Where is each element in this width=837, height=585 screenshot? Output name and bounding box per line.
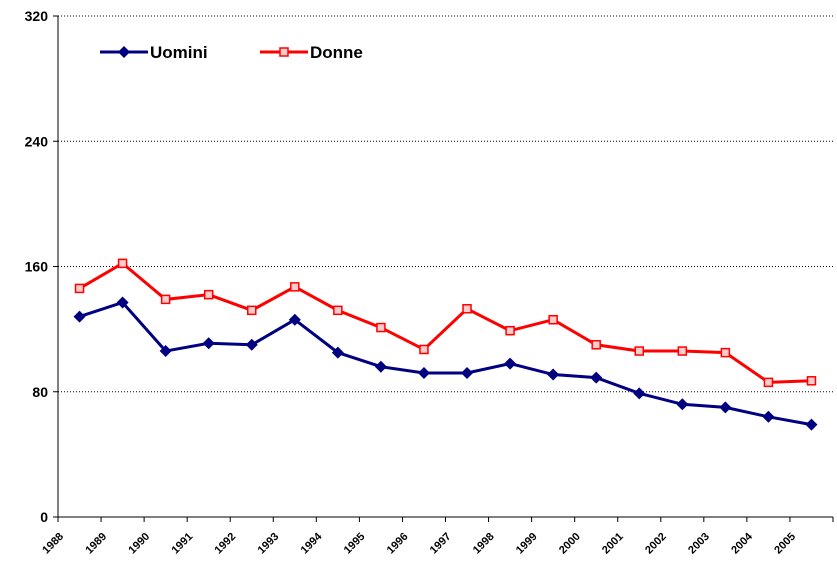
- point: [203, 289, 214, 300]
- point: [117, 258, 128, 269]
- point: [290, 282, 300, 292]
- x-tick-label: 2004: [729, 530, 755, 556]
- point: [591, 340, 601, 350]
- point: [202, 337, 215, 350]
- point: [634, 346, 644, 356]
- point: [590, 371, 603, 384]
- x-tick-label: 1997: [428, 531, 454, 557]
- point: [417, 366, 430, 379]
- x-tick-label: 2000: [557, 531, 583, 557]
- x-tick-label: 2005: [772, 531, 798, 557]
- y-tick-label: 80: [32, 384, 48, 400]
- legend-label: Donne: [310, 43, 363, 62]
- y-tick-label: 240: [25, 133, 49, 149]
- point: [331, 346, 344, 359]
- point: [462, 304, 472, 314]
- x-tick-label: 1994: [299, 530, 325, 556]
- point: [288, 313, 301, 326]
- point: [633, 387, 646, 400]
- x-tick-label: 1988: [40, 531, 66, 557]
- x-tick-label: 1993: [256, 531, 282, 557]
- point: [73, 310, 86, 323]
- point: [806, 376, 817, 386]
- point: [805, 418, 818, 431]
- point: [159, 345, 172, 358]
- legend-label: Uomini: [150, 43, 208, 62]
- legend-marker: [279, 47, 289, 57]
- point: [719, 401, 732, 414]
- point: [116, 296, 129, 309]
- point: [720, 347, 731, 358]
- legend-marker: [118, 46, 130, 58]
- point: [504, 357, 517, 370]
- point: [333, 305, 343, 316]
- point: [762, 410, 775, 423]
- x-tick-label: 1991: [169, 531, 195, 557]
- series-line: [78, 261, 812, 384]
- x-tick-label: 1998: [471, 531, 497, 557]
- x-tick-label: 1992: [213, 531, 239, 557]
- y-tick-label: 320: [25, 8, 49, 24]
- point: [676, 398, 689, 411]
- point: [547, 368, 560, 381]
- point: [505, 325, 515, 336]
- point: [763, 377, 774, 388]
- point: [247, 305, 257, 316]
- point: [548, 314, 558, 325]
- x-tick-label: 2001: [600, 531, 626, 557]
- point: [160, 294, 171, 305]
- point: [74, 283, 85, 294]
- point: [461, 366, 474, 379]
- x-tick-label: 1989: [83, 531, 109, 557]
- x-tick-label: 2003: [686, 531, 712, 557]
- x-tick-label: 1990: [126, 531, 152, 557]
- x-tick-label: 1996: [385, 531, 411, 557]
- y-tick-label: 0: [40, 509, 48, 525]
- y-tick-label: 160: [25, 259, 49, 275]
- point: [376, 322, 386, 333]
- point: [419, 344, 429, 355]
- x-tick-label: 2002: [643, 531, 669, 557]
- point: [677, 346, 688, 356]
- point: [374, 360, 387, 373]
- x-tick-label: 1999: [514, 531, 540, 557]
- x-tick-label: 1995: [342, 531, 368, 557]
- series-line: [79, 300, 812, 427]
- point: [245, 338, 258, 351]
